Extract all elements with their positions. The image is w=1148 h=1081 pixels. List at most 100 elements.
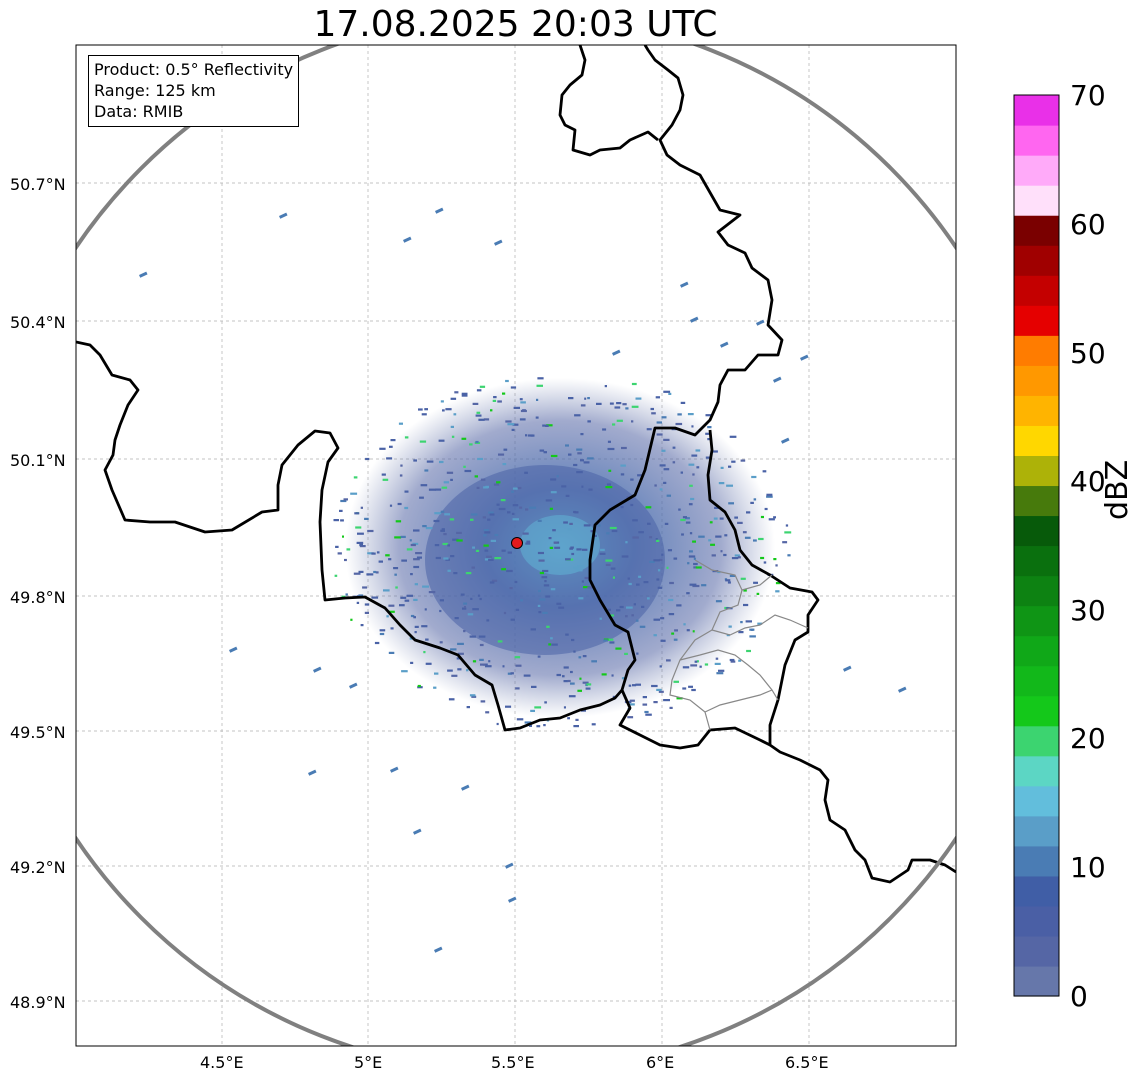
echo-pixel [740,621,743,624]
echo-pixel [490,409,493,412]
echo-speck [313,666,322,673]
echo-pixel [510,386,517,389]
echo-pixel [745,620,752,623]
echo-pixel [420,484,428,487]
echo-pixel [597,524,601,527]
echo-pixel [343,498,348,501]
echo-pixel [483,544,489,547]
echo-pixel [565,633,569,636]
echo-pixel [740,459,746,462]
echo-pixel [738,631,744,634]
echo-pixel [404,490,409,493]
echo-pixel [464,606,466,609]
echo-speck [508,896,517,903]
echo-pixel [718,669,725,672]
echo-pixel [775,582,781,585]
echo-pixel [621,677,626,680]
echo-pixel [582,681,589,684]
echo-pixel [766,495,773,498]
echo-pixel [362,586,368,589]
colorbar-segment [1014,665,1059,697]
echo-pixel [719,517,724,520]
echo-pixel [479,643,484,647]
echo-pixel [440,510,445,513]
echo-pixel [695,566,702,569]
echo-pixel [480,663,486,666]
echo-pixel [503,448,508,451]
echo-pixel [483,418,490,421]
chart-title: 17.08.2025 20:03 UTC [313,4,718,45]
echo-pixel [434,672,439,675]
lat-tick-label: 49.5°N [10,723,66,742]
echo-pixel [523,674,531,677]
echo-pixel [562,675,565,678]
echo-speck [773,376,782,383]
echo-pixel [346,548,351,551]
echo-pixel [538,559,545,562]
echo-pixel [550,637,553,640]
echo-pixel [711,554,716,557]
echo-pixel [510,672,514,675]
echo-pixel [647,597,650,600]
echo-pixel [678,508,681,511]
echo-pixel [421,413,427,416]
echo-pixel [371,552,376,555]
echo-speck [756,319,765,326]
echo-pixel [545,595,551,598]
echo-pixel [463,602,468,605]
echo-pixel [450,648,457,651]
echo-pixel [484,549,489,552]
echo-pixel [584,397,587,400]
echo-pixel [602,428,607,431]
echo-pixel [545,424,549,427]
echo-pixel [756,592,760,595]
echo-pixel [616,609,621,612]
echo-pixel [582,655,587,658]
echo-pixel [649,560,655,563]
echo-pixel [397,502,402,506]
echo-pixel [553,541,558,544]
echo-speck [413,828,422,835]
echo-pixel [410,661,414,664]
echo-pixel [583,524,591,527]
echo-pixel [409,539,412,542]
echo-pixel [753,498,757,501]
colorbar-segment [1014,905,1059,937]
echo-pixel [585,687,591,690]
echo-pixel [413,558,420,561]
echo-pixel [727,581,731,584]
echo-pixel [467,613,474,616]
echo-pixel [446,471,454,474]
echo-pixel [760,515,764,519]
echo-speck [898,686,907,693]
echo-pixel [398,422,403,425]
echo-pixel [632,519,638,522]
echo-pixel [550,491,557,494]
echo-pixel [707,426,712,429]
subdivision-border-line [669,559,743,731]
echo-pixel [714,506,719,509]
echo-pixel [400,596,407,599]
colorbar-segment [1014,155,1059,186]
colorbar-segment [1014,275,1059,306]
echo-pixel [496,503,500,506]
echo-pixel [475,549,480,552]
echo-pixel [395,586,398,589]
echo-pixel [680,518,686,522]
echo-pixel [681,533,684,536]
echo-pixel [334,574,338,577]
echo-pixel [565,494,570,497]
echo-pixel [379,629,386,632]
echo-pixel [498,507,506,511]
echo-pixel [578,597,584,600]
echo-pixel [689,550,693,553]
echo-pixel [631,420,634,423]
echo-pixel [382,478,389,481]
echo-pixel [651,684,658,688]
colorbar-segment [1014,425,1059,456]
echo-pixel [439,609,442,613]
echo-pixel [360,506,363,509]
echo-pixel [757,622,763,625]
echo-pixel [612,423,616,426]
echo-pixel [626,606,633,609]
